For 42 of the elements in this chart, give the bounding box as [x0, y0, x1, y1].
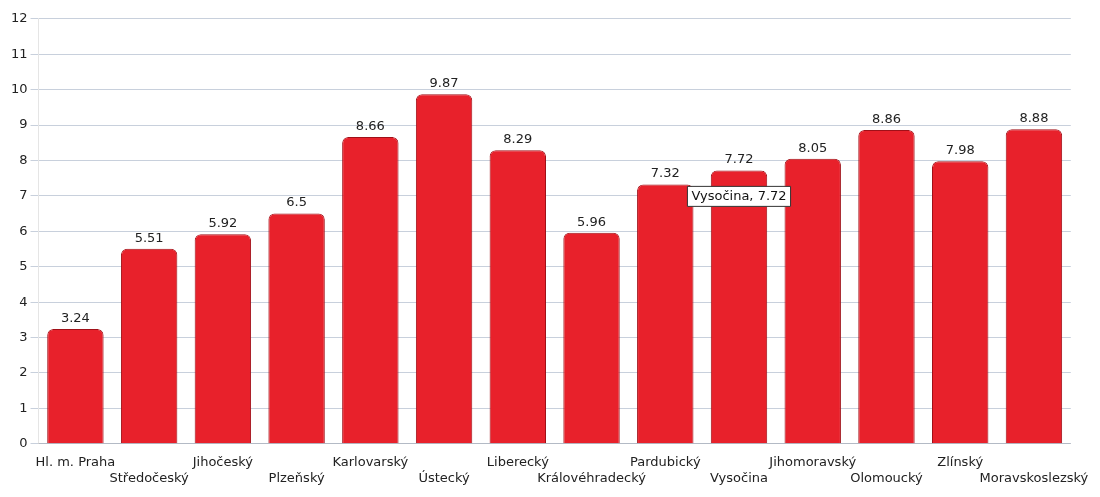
y-tick-label: 2: [19, 364, 28, 380]
data-label: 5.51: [134, 229, 164, 245]
data-label: 8.66: [355, 117, 385, 133]
data-label: 3.24: [60, 309, 90, 325]
y-tick-label: 4: [19, 293, 28, 309]
x-tick-label: Plzeňský: [268, 469, 325, 485]
x-tick-label: Moravskoslezský: [979, 469, 1089, 485]
data-label: 7.32: [650, 165, 680, 181]
data-label: 8.29: [503, 131, 533, 147]
data-label: 8.05: [798, 139, 828, 155]
y-tick-label: 0: [19, 435, 28, 451]
x-tick-label: Zlínský: [937, 453, 984, 469]
y-tick-label: 10: [11, 81, 28, 97]
y-tick-label: 5: [19, 258, 28, 274]
y-tick-label: 1: [19, 399, 28, 415]
data-label: 6.5: [286, 194, 307, 210]
y-tick-label: 12: [11, 10, 28, 26]
y-tick-label: 3: [19, 328, 28, 344]
x-tick-label: Ústecký: [418, 469, 471, 485]
x-tick-label: Liberecký: [486, 453, 550, 469]
data-label: 5.92: [208, 215, 238, 231]
data-label: 9.87: [429, 75, 459, 91]
data-label: 7.72: [724, 151, 754, 167]
data-label: 5.96: [577, 213, 607, 229]
y-tick-label: 9: [19, 116, 28, 132]
x-tick-label: Vysočina: [710, 469, 768, 485]
data-label: 8.88: [1019, 110, 1049, 126]
x-tick-label: Středočeský: [109, 469, 190, 485]
data-label: 7.98: [945, 142, 975, 158]
y-tick-label: 8: [19, 151, 28, 167]
x-tick-label: Hl. m. Praha: [35, 453, 116, 469]
y-tick-label: 7: [19, 187, 28, 203]
x-tick-label: Královéhradecký: [537, 469, 647, 485]
x-tick-label: Jihomoravský: [768, 453, 857, 469]
y-tick-label: 6: [19, 222, 28, 238]
y-tick-label: 11: [11, 45, 28, 61]
x-tick-label: Olomoucký: [850, 469, 924, 485]
annotation: Vysočina, 7.72: [691, 187, 787, 203]
x-tick-label: Jihočeský: [191, 453, 254, 469]
x-tick-label: Pardubický: [629, 453, 701, 469]
data-label: 8.86: [871, 110, 901, 126]
x-tick-label: Karlovarský: [332, 453, 409, 469]
